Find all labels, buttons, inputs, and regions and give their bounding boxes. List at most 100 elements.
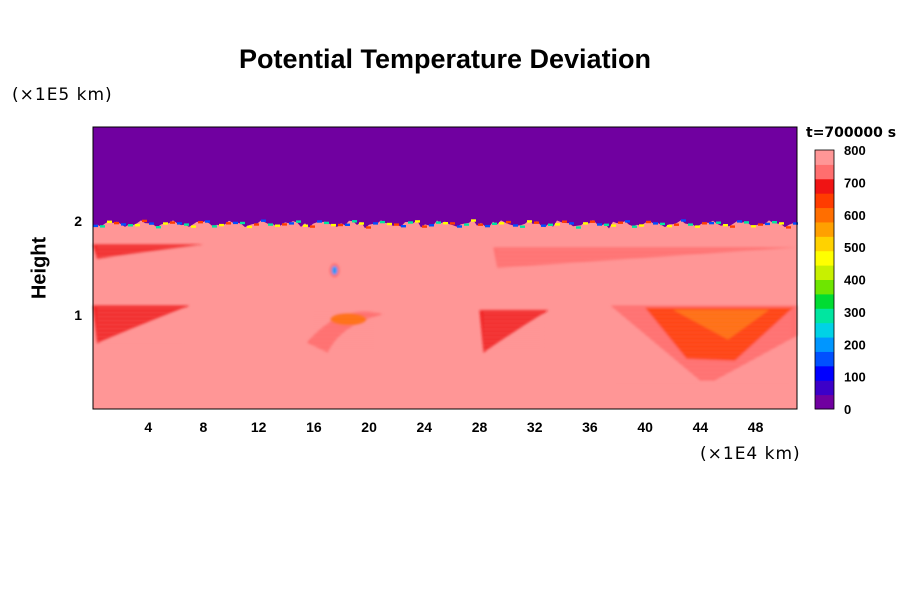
interface-fringe [793, 222, 798, 225]
interface-fringe [562, 220, 567, 223]
interface-fringe [471, 219, 476, 222]
interface-fringe [359, 222, 364, 225]
interface-fringe [443, 222, 448, 225]
interface-fringe [709, 221, 714, 225]
interface-fringe [436, 221, 441, 224]
y-tick-label: 2 [74, 213, 82, 229]
colorbar: 0 100 200 300 400 500 600 700 800 [814, 143, 866, 417]
blob-core [330, 313, 367, 326]
interface-fringe [485, 224, 490, 228]
field-feature [493, 247, 797, 268]
x-tick-label: 24 [417, 419, 433, 435]
interface-fringe [268, 223, 273, 226]
y-axis-scale-label: (×1E5 km) [12, 85, 113, 105]
heatmap-field [92, 126, 798, 410]
interface-fringe [506, 220, 511, 224]
interface-fringe [422, 225, 427, 228]
interface-fringe [415, 220, 420, 223]
colorbar-tick-label: 200 [844, 337, 866, 352]
colorbar-swatch [815, 308, 834, 324]
interface-fringe [289, 222, 294, 225]
colorbar-swatch [815, 265, 834, 280]
interface-fringe [191, 225, 196, 228]
x-tick-label: 8 [200, 419, 208, 435]
interface-fringe [723, 224, 728, 227]
field-feature [329, 263, 340, 278]
colorbar-swatch [815, 322, 834, 338]
stripe-band [493, 247, 797, 268]
interface-fringe [212, 225, 217, 228]
interface-fringe [541, 224, 546, 227]
interface-fringe [513, 224, 518, 227]
interface-fringe [737, 220, 742, 223]
interface-fringe [457, 225, 462, 228]
x-axis-scale-label: (×1E4 km) [700, 444, 801, 464]
interface-fringe [583, 222, 588, 225]
interface-fringe [310, 225, 315, 228]
interface-fringe [590, 220, 595, 223]
interface-fringe [450, 222, 455, 225]
interface-fringe [156, 226, 161, 229]
field-feature [610, 305, 797, 382]
interface-fringe [688, 223, 693, 226]
interface-fringe [548, 223, 553, 226]
colorbar-swatch [815, 250, 834, 266]
interface-fringe [233, 221, 238, 225]
interface-fringe [142, 219, 147, 223]
interface-fringe [170, 221, 175, 224]
interface-fringe [135, 224, 140, 227]
interface-fringe [261, 219, 266, 222]
interface-fringe [205, 220, 210, 223]
colorbar-swatch [815, 236, 834, 252]
colorbar-tick-label: 800 [844, 143, 866, 158]
y-tick-label: 1 [74, 307, 82, 323]
x-tick-label: 36 [582, 419, 598, 435]
x-tick-labels: 4 8 12 16 20 24 28 32 36 40 44 48 [144, 419, 763, 435]
colorbar-tick-label: 700 [844, 175, 866, 190]
interface-fringe [240, 221, 245, 225]
plot-frame [92, 126, 798, 410]
x-tick-label: 40 [637, 419, 653, 435]
blob-shape [306, 311, 383, 353]
x-tick-label: 20 [361, 419, 377, 435]
interface-fringe [576, 226, 581, 229]
interface-fringe [394, 223, 399, 226]
x-tick-label: 32 [527, 419, 543, 435]
interface-fringe [492, 222, 497, 225]
interface-fringe [772, 221, 777, 224]
interface-fringe [625, 220, 630, 223]
x-tick-label: 48 [748, 419, 764, 435]
colorbar-tick-label: 300 [844, 305, 866, 320]
interface-fringe [758, 223, 763, 226]
interface-fringe [198, 221, 203, 224]
x-tick-label: 16 [306, 419, 322, 435]
colorbar-swatch [815, 150, 834, 165]
interface-fringe [569, 222, 574, 225]
interface-fringe [149, 222, 154, 225]
interface-fringe [114, 221, 119, 225]
interface-fringe [373, 222, 378, 225]
colorbar-swatch [815, 193, 834, 209]
interface-fringe [520, 225, 525, 228]
colorbar-swatch [815, 178, 834, 194]
colorbar-swatch [815, 279, 834, 295]
x-tick-label: 12 [251, 419, 267, 435]
colorbar-swatch [815, 351, 834, 367]
colorbar-swatch [815, 337, 834, 352]
interface-fringe [100, 225, 105, 228]
interface-fringe [254, 223, 259, 226]
interface-fringe [653, 222, 658, 225]
interface-fringe [779, 222, 784, 225]
interface-fringe [534, 221, 539, 224]
interface-fringe [499, 222, 504, 225]
interface-fringe [366, 226, 371, 229]
interface-fringe [338, 223, 343, 227]
interface-fringe [555, 223, 560, 226]
interface-fringe [247, 225, 252, 229]
colorbar-tick-label: 0 [844, 402, 851, 417]
colorbar-frame [814, 149, 835, 410]
interface-fringe [303, 224, 308, 227]
colorbar-swatch [815, 365, 834, 381]
interface-fringe [611, 224, 616, 227]
